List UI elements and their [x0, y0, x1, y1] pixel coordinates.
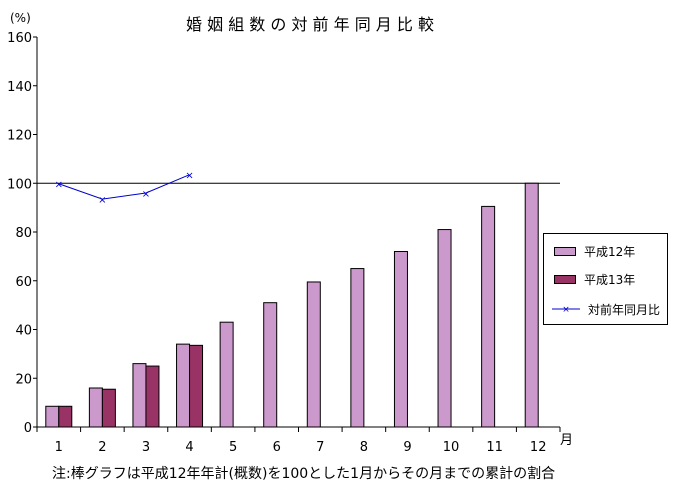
- y-tick-label: 80: [15, 226, 32, 241]
- x-tick-label: 9: [403, 440, 411, 455]
- x-tick-label: 8: [360, 440, 368, 455]
- bar-h13: [58, 405, 73, 428]
- x-tick-label: 4: [185, 440, 193, 455]
- legend: 平成12年 平成13年 × 対前年同月比: [543, 233, 668, 325]
- x-tick-label: 5: [229, 440, 237, 455]
- bar-h12: [45, 405, 60, 428]
- x-tick-label: 2: [98, 440, 106, 455]
- ratio-point: ×: [142, 189, 150, 200]
- x-tick-label: 10: [443, 440, 460, 455]
- svg-text:×: ×: [562, 305, 570, 315]
- bar-h13: [101, 388, 116, 428]
- ratio-line: [58, 174, 190, 200]
- x-unit-label: 月: [560, 433, 573, 448]
- y-tick-label: 40: [15, 324, 32, 339]
- bar-h12: [350, 268, 365, 428]
- bar-h12: [176, 343, 191, 428]
- y-tick-label: 20: [15, 372, 32, 387]
- bar-h12: [263, 302, 278, 428]
- legend-label-h12: 平成12年: [584, 244, 636, 259]
- legend-label-h13: 平成13年: [584, 272, 636, 287]
- y-tick-label: 160: [7, 31, 32, 46]
- ratio-point: ×: [185, 171, 193, 182]
- ratio-point: ×: [55, 180, 63, 191]
- bar-h13: [189, 344, 204, 428]
- bar-h12: [306, 281, 321, 428]
- legend-label-ratio: 対前年同月比: [588, 302, 661, 317]
- bar-h12: [132, 363, 147, 428]
- chart-note: 注:棒グラフは平成12年年計(概数)を100とした1月からその月までの累計の割合: [52, 465, 555, 482]
- x-tick-label: 7: [316, 440, 324, 455]
- x-tick-label: 12: [530, 440, 547, 455]
- legend-item-ratio: × 対前年同月比: [544, 300, 667, 318]
- ratio-point: ×: [98, 195, 106, 206]
- x-tick-label: 3: [142, 440, 150, 455]
- bar-h12: [481, 205, 496, 428]
- y-tick-label: 0: [24, 421, 32, 436]
- y-tick-label: 100: [7, 177, 32, 192]
- y-unit-label: (%): [10, 11, 31, 25]
- bar-h12: [88, 387, 103, 428]
- bar-h12: [524, 182, 539, 428]
- y-tick-label: 120: [7, 129, 32, 144]
- bar-h13: [145, 365, 160, 428]
- legend-swatch-h13: [554, 274, 576, 284]
- legend-item-h13: 平成13年: [544, 270, 667, 288]
- legend-line-ratio: ×: [552, 303, 580, 315]
- y-tick-label: 60: [15, 275, 32, 290]
- y-tick-label: 140: [7, 80, 32, 95]
- legend-item-h12: 平成12年: [544, 242, 667, 260]
- chart-title: 婚 姻 組 数 の 対 前 年 同 月 比 較: [186, 15, 434, 34]
- x-tick-label: 1: [55, 440, 63, 455]
- bar-h12: [219, 321, 234, 428]
- legend-swatch-h12: [554, 246, 576, 256]
- x-tick-label: 11: [486, 440, 503, 455]
- x-tick-label: 6: [273, 440, 281, 455]
- bar-h12: [437, 229, 452, 428]
- bar-h12: [393, 251, 408, 428]
